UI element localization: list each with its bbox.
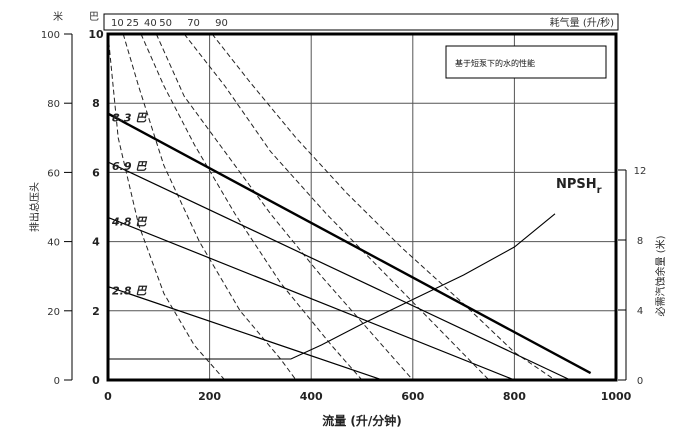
top-tick-label: 90 — [215, 18, 228, 29]
right-axis-title: 必需汽蚀余量 (米) — [654, 235, 667, 316]
head-curve-label: 8.3 巴 — [112, 112, 147, 125]
left-outer-tick-label: 60 — [47, 168, 60, 179]
left-outer-tick-label: 80 — [47, 99, 60, 110]
left-inner-tick-label: 8 — [92, 97, 100, 110]
npsh-label: NPSHr — [556, 177, 602, 196]
npsh-label-main: NPSH — [556, 177, 597, 192]
left-inner-tick-label: 10 — [88, 28, 104, 41]
air-curve-70 — [183, 33, 490, 381]
left-axis-title: 排出总压头 — [28, 182, 41, 232]
head-curves — [107, 112, 592, 381]
head-curve-line — [107, 216, 515, 381]
left-inner-tick-label: 4 — [92, 236, 100, 249]
top-axis-ticks: 10 25 40 50 70 90 — [111, 18, 228, 29]
npsh-label-sub: r — [597, 185, 602, 196]
left-axis-ticks: 0 20 40 60 80 100 0 2 4 6 8 10 — [41, 28, 104, 387]
x-tick-label: 1000 — [601, 390, 632, 403]
x-axis-title: 流量 (升/分钟) — [322, 413, 402, 428]
x-tick-label: 0 — [104, 390, 112, 403]
left-outer-tick-label: 0 — [54, 376, 60, 387]
top-axis-box — [103, 13, 619, 31]
air-consumption-curves — [107, 33, 556, 381]
gridlines — [108, 34, 616, 380]
x-tick-label: 600 — [401, 390, 424, 403]
top-tick-label: 50 — [159, 18, 172, 29]
x-tick-label: 800 — [503, 390, 526, 403]
left-outer-tick-label: 40 — [47, 238, 60, 249]
air-curve-10 — [107, 33, 226, 381]
top-tick-label: 10 — [111, 18, 124, 29]
plot-frame — [106, 32, 618, 382]
air-curve-50 — [155, 33, 414, 381]
left-inner-tick-label: 2 — [92, 305, 100, 318]
air-curve-90 — [211, 33, 556, 381]
left-outer-tick-label: 100 — [41, 30, 60, 41]
left-outer-tick-label: 20 — [47, 307, 60, 318]
head-curve-label: 4.8 巴 — [111, 215, 147, 228]
npsh-curve-line — [108, 213, 556, 360]
top-tick-label: 70 — [187, 18, 200, 29]
right-tick-label: 4 — [637, 306, 643, 317]
left-inner-tick-label: 6 — [92, 166, 100, 179]
head-curve-label: 2.8 巴 — [112, 285, 147, 298]
note-text: 基于短泵下的水的性能 — [455, 58, 535, 68]
air-curve-40 — [140, 33, 363, 381]
right-tick-label: 8 — [637, 236, 643, 247]
right-tick-label: 0 — [637, 376, 643, 387]
right-tick-label: 12 — [634, 166, 647, 177]
top-tick-label: 40 — [144, 18, 157, 29]
left-outer-unit: 米 — [53, 10, 63, 23]
top-axis-title: 耗气量 (升/秒) — [550, 16, 614, 29]
left-inner-tick-label: 0 — [92, 374, 100, 387]
head-curve-line — [107, 286, 383, 381]
x-tick-label: 400 — [300, 390, 323, 403]
top-tick-label: 25 — [126, 18, 139, 29]
head-curve-line — [107, 112, 592, 375]
x-axis-ticks: 0 200 400 600 800 1000 — [104, 390, 631, 403]
head-curve-labels: 8.3 巴 6.9 巴 4.8 巴 2.8 巴 — [111, 112, 147, 298]
right-axis-ticks: 0 4 8 12 — [618, 166, 646, 387]
npsh-curve — [108, 213, 556, 360]
head-curve-line — [107, 161, 571, 381]
left-inner-unit: 巴 — [89, 11, 99, 23]
head-curve-label: 6.9 巴 — [112, 160, 147, 173]
note-box — [445, 45, 607, 79]
x-tick-label: 200 — [198, 390, 221, 403]
